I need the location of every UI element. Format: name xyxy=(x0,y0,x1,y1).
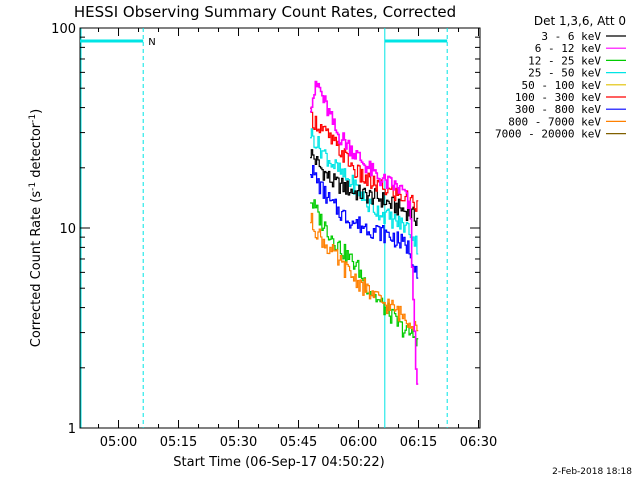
y-axis-label-mid: detector xyxy=(29,122,44,182)
y-axis-label-main: Corrected Count Rate (s xyxy=(29,191,44,348)
plot-area: N 1 10 100 05:00 05:15 05:30 05:45 06:00 06:15 06:… xyxy=(51,22,497,450)
x-tick-label: 06:00 xyxy=(340,435,377,450)
series-line-1 xyxy=(310,80,419,385)
y-axis-label-exp2: -1 xyxy=(28,114,38,123)
legend-label: 100 - 300 keV xyxy=(515,91,601,104)
legend-title: Det 1,3,6, Att 0 xyxy=(534,14,626,28)
legend-label: 800 - 7000 keV xyxy=(508,115,601,128)
legend-label: 12 - 25 keV xyxy=(528,54,601,67)
legend-label: 3 - 6 keV xyxy=(541,30,601,43)
series-line-3 xyxy=(310,128,419,255)
x-axis-label: Start Time (06-Sep-17 04:50:22) xyxy=(173,455,384,470)
legend-label: 7000 - 20000 keV xyxy=(495,128,601,141)
x-tick-label: 06:15 xyxy=(400,435,437,450)
series-line-5 xyxy=(310,107,419,212)
series-line-0 xyxy=(310,149,419,226)
y-tick-label: 10 xyxy=(59,222,76,237)
legend-label: 50 - 100 keV xyxy=(522,79,602,92)
y-tick-label: 1 xyxy=(68,422,76,437)
legend-label: 300 - 800 keV xyxy=(515,103,601,116)
footer-date: 2-Feb-2018 18:18 xyxy=(552,467,632,477)
plot-frame xyxy=(79,27,481,429)
y-axis-label: Corrected Count Rate (s-1 detector-1) xyxy=(28,109,44,347)
x-tick-label: 05:15 xyxy=(160,435,197,450)
night-marker-label: N xyxy=(148,37,155,48)
y-axis-label-exp1: -1 xyxy=(28,182,38,191)
series-line-7 xyxy=(310,212,419,332)
chart-title: HESSI Observing Summary Count Rates, Cor… xyxy=(74,3,456,21)
y-tick-label: 100 xyxy=(51,22,76,37)
series-line-6 xyxy=(310,165,419,279)
x-tick-label: 05:30 xyxy=(220,435,257,450)
legend-label: 25 - 50 keV xyxy=(528,67,601,80)
x-tick-label: 05:45 xyxy=(280,435,317,450)
x-tick-label: 06:30 xyxy=(460,435,497,450)
y-axis-label-end: ) xyxy=(29,109,44,114)
x-tick-label: 05:00 xyxy=(100,435,137,450)
legend-label: 6 - 12 keV xyxy=(535,42,602,55)
